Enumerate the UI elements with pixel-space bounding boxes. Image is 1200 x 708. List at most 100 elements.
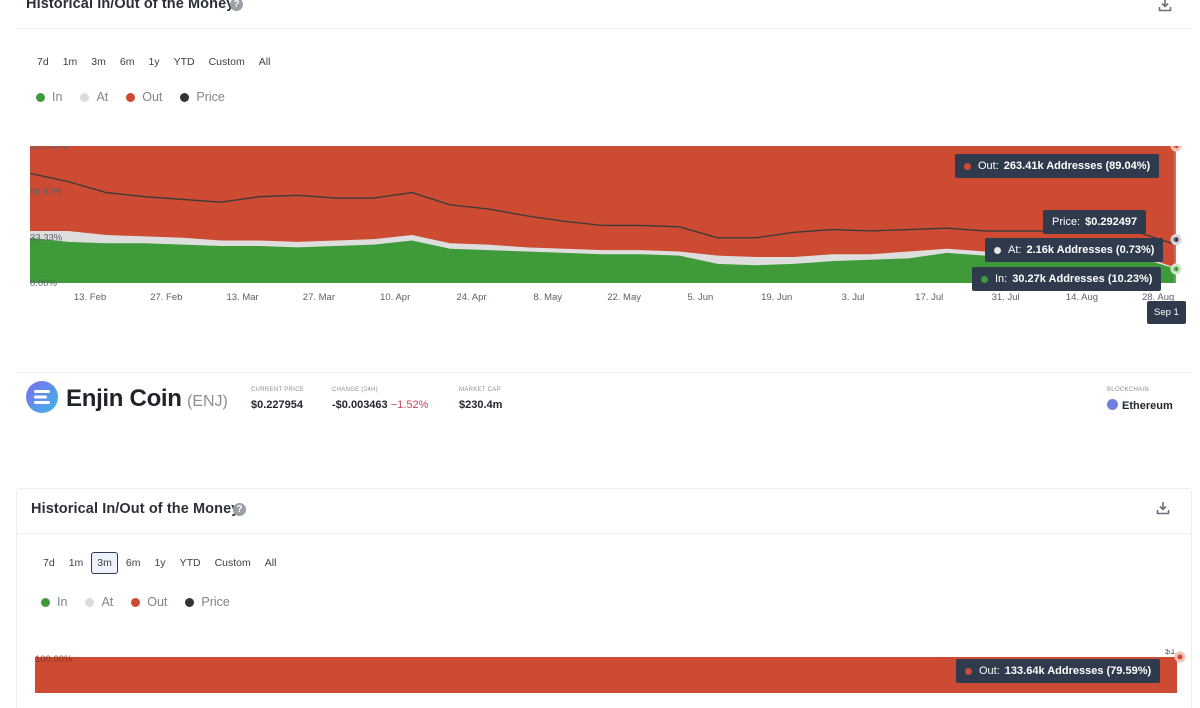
download-icon[interactable]: [1156, 501, 1170, 515]
tooltip-at-label: At:: [1008, 244, 1022, 256]
help-icon[interactable]: ?: [233, 503, 246, 516]
y-tick-label-100: 100.00%: [35, 654, 73, 665]
x-tick-label: 5. Jun: [687, 292, 713, 303]
legend-in-label: In: [52, 90, 63, 104]
range-3m[interactable]: 3m: [85, 51, 112, 73]
panel-title: Historical In/Out of the Money: [31, 501, 240, 517]
range-all[interactable]: All: [252, 51, 277, 73]
coin-name: Enjin Coin: [66, 385, 182, 412]
range-1m[interactable]: 1m: [56, 51, 84, 73]
change-stat: CHANGE (24H) -$0.003463 −1.52%: [332, 387, 428, 411]
tooltip-at-value: 2.16k Addresses (0.73%): [1026, 244, 1155, 256]
x-tick-label: 22. May: [607, 292, 641, 303]
range-3m[interactable]: 3m: [91, 552, 118, 574]
legend-at[interactable]: At: [80, 90, 108, 104]
legend-out-dot: [126, 92, 136, 102]
range-6m[interactable]: 6m: [113, 51, 141, 73]
range-7d[interactable]: 7d: [37, 552, 61, 574]
legend-at-dot: [85, 597, 95, 607]
in-hover-marker: [1170, 263, 1182, 275]
enjin-coin-logo-icon: [26, 381, 58, 413]
price-axis-label: $1: [1165, 649, 1176, 657]
change-values: -$0.003463 −1.52%: [332, 399, 428, 411]
blockchain-label: BLOCKCHAIN: [1107, 387, 1150, 393]
x-tick-label: 8. May: [534, 292, 563, 303]
legend-at-label: At: [101, 595, 114, 609]
legend-at[interactable]: At: [85, 595, 113, 609]
divider: [17, 533, 1191, 534]
range-1y[interactable]: 1y: [148, 552, 172, 574]
market-cap-label: MARKET CAP: [459, 387, 501, 393]
x-tick-label: 28. Aug: [1142, 292, 1174, 303]
tooltip-out-value: 133.64k Addresses (79.59%): [1004, 665, 1152, 677]
range-selector: 7d 1m 3m 6m 1y YTD Custom All: [37, 552, 283, 574]
range-ytd[interactable]: YTD: [167, 51, 201, 73]
tooltip-price-label: Price:: [1052, 216, 1081, 228]
range-all[interactable]: All: [258, 552, 283, 574]
tooltip-in-dot: [981, 275, 988, 283]
out-hover-marker: [1170, 146, 1182, 152]
x-tick-label: 24. Apr: [456, 292, 486, 303]
y-tick-label: 66.67%: [30, 187, 63, 198]
tooltip-in: In: 30.27k Addresses (10.23%): [972, 267, 1162, 291]
legend-in-label: In: [57, 595, 68, 609]
coin-header: Enjin Coin (ENJ) CURRENT PRICE $0.227954…: [16, 372, 1192, 428]
legend-in[interactable]: In: [36, 90, 62, 104]
range-custom[interactable]: Custom: [208, 552, 257, 574]
tooltip-at-dot: [994, 246, 1001, 254]
in-out-money-panel-2: Historical In/Out of the Money ? 7d 1m 3…: [16, 488, 1192, 708]
range-ytd[interactable]: YTD: [173, 552, 207, 574]
legend-price-dot: [180, 92, 190, 102]
price-line: [29, 172, 1177, 246]
price-hover-marker: [1170, 234, 1182, 246]
range-1y[interactable]: 1y: [142, 51, 166, 73]
legend-price[interactable]: Price: [185, 595, 230, 609]
x-tick-label: 31. Jul: [992, 292, 1020, 303]
tooltip-in-value: 30.27k Addresses (10.23%): [1012, 273, 1153, 285]
legend-out[interactable]: Out: [131, 595, 167, 609]
range-6m[interactable]: 6m: [119, 552, 147, 574]
blockchain-stat: BLOCKCHAIN Ethereum: [1107, 387, 1173, 412]
legend-in[interactable]: In: [41, 595, 67, 609]
help-icon[interactable]: ?: [230, 0, 243, 11]
y-tick-label: 100.00%: [30, 146, 68, 152]
change-value: -$0.003463: [332, 399, 388, 411]
panel-title: Historical In/Out of the Money: [26, 0, 235, 12]
chart-legend: In At Out Price: [41, 595, 230, 609]
change-pct: −1.52%: [390, 399, 429, 411]
legend-out-label: Out: [142, 90, 163, 104]
x-tick-label: 10. Apr: [380, 292, 410, 303]
divider: [16, 28, 1192, 29]
legend-price-label: Price: [196, 90, 225, 104]
y-tick-label: 33.33%: [30, 232, 63, 243]
range-selector: 7d 1m 3m 6m 1y YTD Custom All: [31, 51, 277, 73]
coin-symbol: (ENJ): [187, 393, 228, 410]
legend-in-dot: [41, 597, 50, 607]
tooltip-out-dot: [965, 667, 972, 675]
x-tick-label: 13. Mar: [226, 292, 258, 303]
current-price-label: CURRENT PRICE: [251, 387, 305, 393]
blockchain-value[interactable]: Ethereum: [1107, 399, 1173, 412]
range-custom[interactable]: Custom: [202, 51, 251, 73]
tooltip-out: Out: 133.64k Addresses (79.59%): [956, 659, 1161, 683]
legend-out[interactable]: Out: [126, 90, 162, 104]
legend-price[interactable]: Price: [180, 90, 225, 104]
x-tick-label: 27. Mar: [303, 292, 335, 303]
x-tick-label: 3. Jul: [842, 292, 865, 303]
legend-out-label: Out: [147, 595, 168, 609]
legend-out-dot: [131, 597, 141, 607]
market-cap-value: $230.4m: [459, 399, 503, 411]
tooltip-out: Out: 263.41k Addresses (89.04%): [955, 154, 1160, 178]
range-7d[interactable]: 7d: [31, 51, 55, 73]
x-tick-label: 14. Aug: [1066, 292, 1098, 303]
tooltip-out-dot: [964, 162, 971, 170]
legend-at-label: At: [96, 90, 109, 104]
range-1m[interactable]: 1m: [62, 552, 90, 574]
tooltip-date: Sep 1: [1147, 301, 1186, 324]
legend-price-dot: [185, 597, 195, 607]
download-icon[interactable]: [1158, 0, 1172, 12]
tooltip-out-label: Out:: [979, 665, 1000, 677]
y-tick-label: 0.00%: [30, 278, 57, 289]
in-out-money-panel-1: Historical In/Out of the Money ? 7d 1m 3…: [16, 0, 1192, 336]
legend-price-label: Price: [201, 595, 230, 609]
